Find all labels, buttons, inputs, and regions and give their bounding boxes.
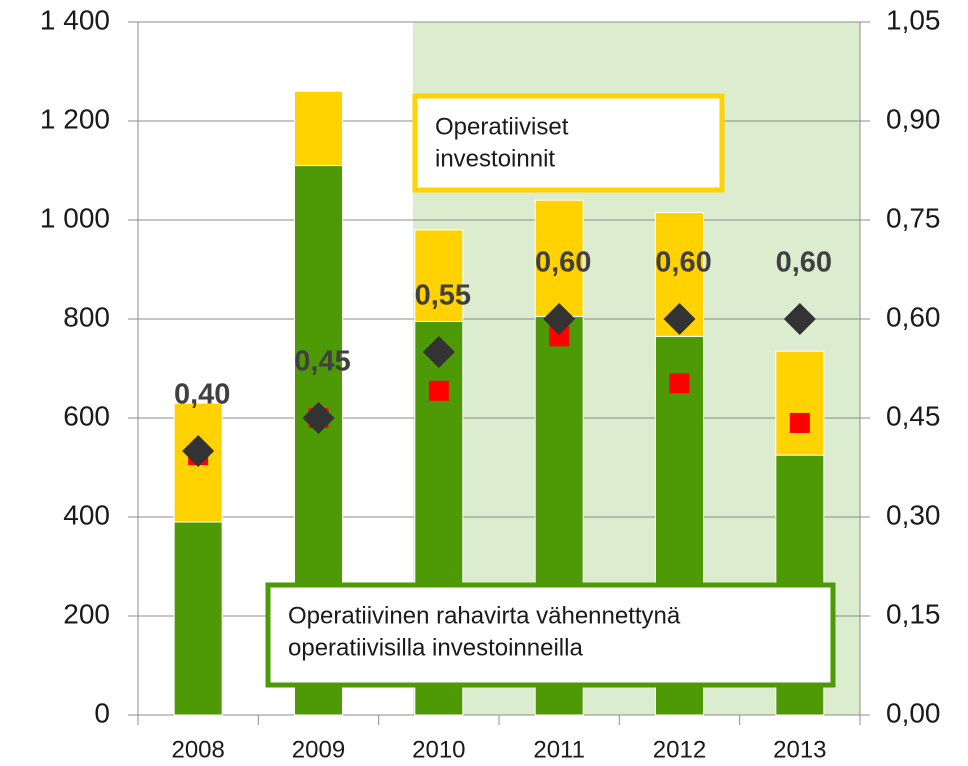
- x-tick-label: 2008: [171, 736, 224, 763]
- bar-segment: [414, 229, 464, 322]
- marker-diamond: [783, 303, 816, 335]
- annotation-box: [412, 93, 725, 193]
- annotation-box: [265, 582, 836, 688]
- y2-tick-label: 0,15: [886, 598, 941, 629]
- bar-segment: [294, 90, 343, 167]
- y-tick-label: 400: [63, 499, 110, 530]
- value-label: 0,55: [415, 280, 471, 312]
- x-tick-label: 2009: [292, 736, 345, 763]
- x-tick-label: 2012: [653, 736, 706, 763]
- x-tick-label: 2011: [533, 736, 585, 763]
- annotation-text: Operatiiviset: [435, 113, 569, 140]
- y-tick-label: 0: [94, 697, 110, 728]
- y2-tick-label: 0,00: [886, 697, 941, 728]
- x-tick-label: 2013: [773, 736, 826, 763]
- marker-diamond: [182, 435, 215, 467]
- y-tick-label: 600: [63, 400, 110, 431]
- value-label: 0,60: [535, 247, 591, 279]
- marker-diamond: [422, 336, 455, 368]
- y2-tick-label: 0,90: [886, 103, 941, 134]
- y-tick-label: 800: [63, 301, 110, 332]
- value-label: 0,45: [294, 346, 350, 378]
- value-label: 0,60: [655, 247, 711, 279]
- x-tick-label: 2010: [412, 736, 465, 763]
- annotation-text: Operatiivinen rahavirta vähennettynä: [288, 602, 681, 629]
- y-tick-label: 1 200: [40, 103, 110, 134]
- y2-tick-label: 1,05: [886, 4, 941, 35]
- bar-segment: [173, 521, 223, 716]
- bar-segment: [775, 350, 825, 456]
- annotation-text: investoinnit: [435, 145, 555, 172]
- marker-square: [669, 373, 690, 394]
- marker-diamond: [663, 303, 696, 335]
- marker-square: [428, 380, 449, 401]
- y2-tick-label: 0,30: [886, 499, 941, 530]
- y-tick-label: 200: [63, 598, 110, 629]
- value-label: 0,40: [174, 379, 230, 411]
- marker-diamond: [543, 303, 576, 335]
- y2-tick-label: 0,45: [886, 400, 941, 431]
- y2-tick-label: 0,60: [886, 301, 941, 332]
- y-tick-label: 1 000: [40, 202, 110, 233]
- value-label: 0,60: [776, 247, 832, 279]
- y2-tick-label: 0,75: [886, 202, 941, 233]
- marker-diamond: [302, 402, 335, 434]
- y-tick-label: 1 400: [40, 4, 110, 35]
- marker-square: [549, 326, 570, 347]
- annotation-text: operatiivisilla investoinneilla: [288, 634, 583, 661]
- bar-segment: [534, 199, 584, 318]
- marker-square: [789, 412, 810, 433]
